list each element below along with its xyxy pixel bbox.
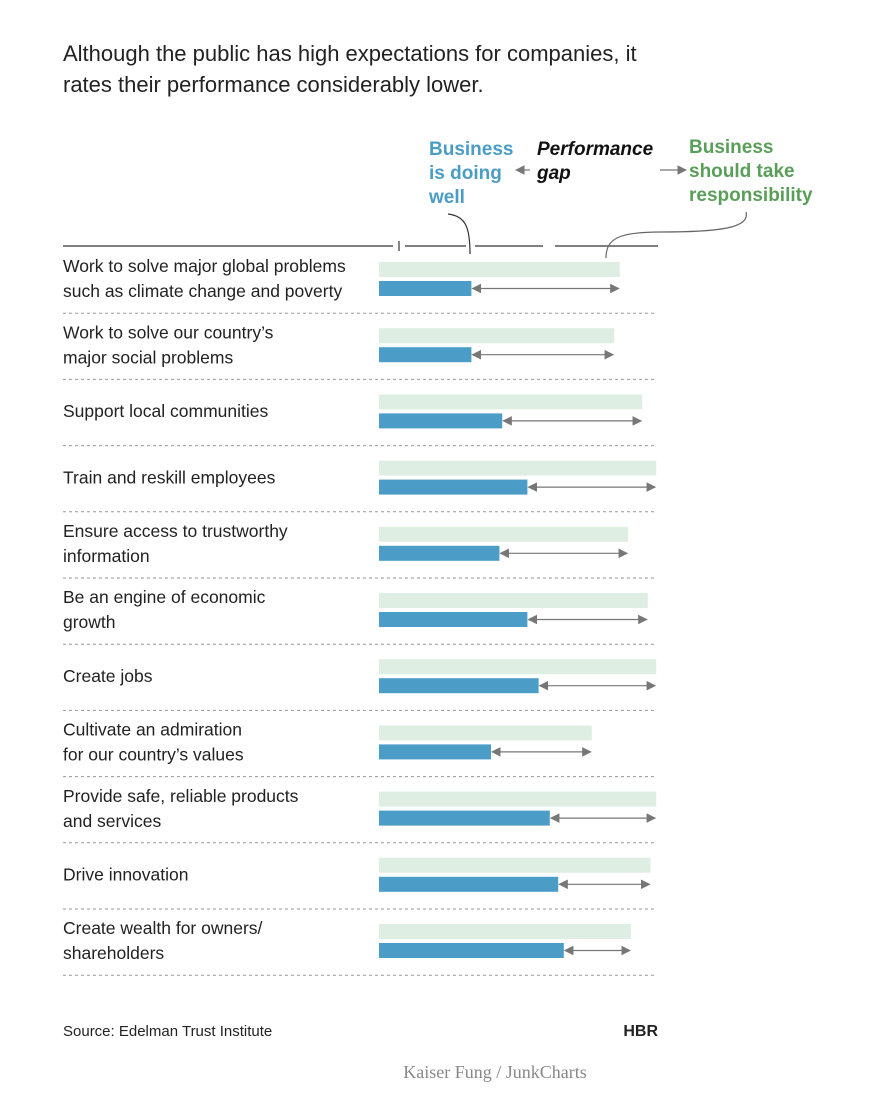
category-label: growth — [63, 612, 116, 632]
bar-performance — [379, 810, 550, 826]
bar-performance — [379, 612, 528, 627]
category-label: such as climate change and poverty — [63, 281, 342, 301]
bar-performance — [379, 744, 491, 760]
bar-performance — [379, 943, 564, 958]
bar-performance — [379, 876, 559, 892]
bar-performance — [379, 281, 472, 296]
category-label: shareholders — [63, 943, 164, 963]
category-label: Provide safe, reliable products — [63, 786, 299, 806]
category-label: major social problems — [63, 347, 233, 367]
bar-performance — [379, 413, 503, 429]
bar-expectation — [379, 659, 657, 675]
bar-expectation — [379, 262, 620, 277]
category-label: Be an engine of economic — [63, 587, 266, 607]
bar-expectation — [379, 924, 631, 939]
annotation: Performance gap — [537, 139, 654, 184]
category-label: Cultivate an admiration — [63, 720, 242, 740]
category-label: and services — [63, 811, 161, 831]
category-label: Work to solve our country’s — [63, 322, 274, 342]
category-label: Create jobs — [63, 666, 153, 686]
bar-performance — [379, 347, 472, 363]
source: Source: Edelman Trust Institute — [63, 1023, 272, 1040]
bar-performance — [379, 479, 528, 495]
bar-expectation — [379, 725, 592, 741]
credit: Kaiser Fung / JunkCharts — [403, 1062, 587, 1082]
category-label: Ensure access to trustworthy — [63, 521, 288, 541]
bar-performance — [379, 678, 539, 694]
bar-expectation — [379, 857, 651, 873]
legend-entry: Business is doing well — [429, 139, 514, 208]
category-label: Create wealth for owners/ — [63, 918, 263, 938]
category-label: for our country’s values — [63, 745, 244, 765]
legend-entry: Business should take responsibility — [689, 137, 813, 206]
bar-expectation — [379, 791, 657, 807]
decor — [63, 165, 747, 259]
chart-title: Although the public has high expectation… — [63, 41, 637, 97]
bar-performance — [379, 545, 500, 561]
bar-expectation — [379, 593, 648, 608]
category-label: Work to solve major global problems — [63, 256, 346, 276]
bar-expectation — [379, 328, 615, 344]
bar-expectation — [379, 460, 657, 476]
category-label: Train and reskill employees — [63, 467, 276, 487]
category-label: Drive innovation — [63, 865, 188, 885]
category-label: Support local communities — [63, 401, 268, 421]
bar-expectation — [379, 526, 629, 542]
bar-expectation — [379, 394, 643, 410]
brand: HBR — [623, 1023, 658, 1040]
category-label: information — [63, 546, 150, 566]
